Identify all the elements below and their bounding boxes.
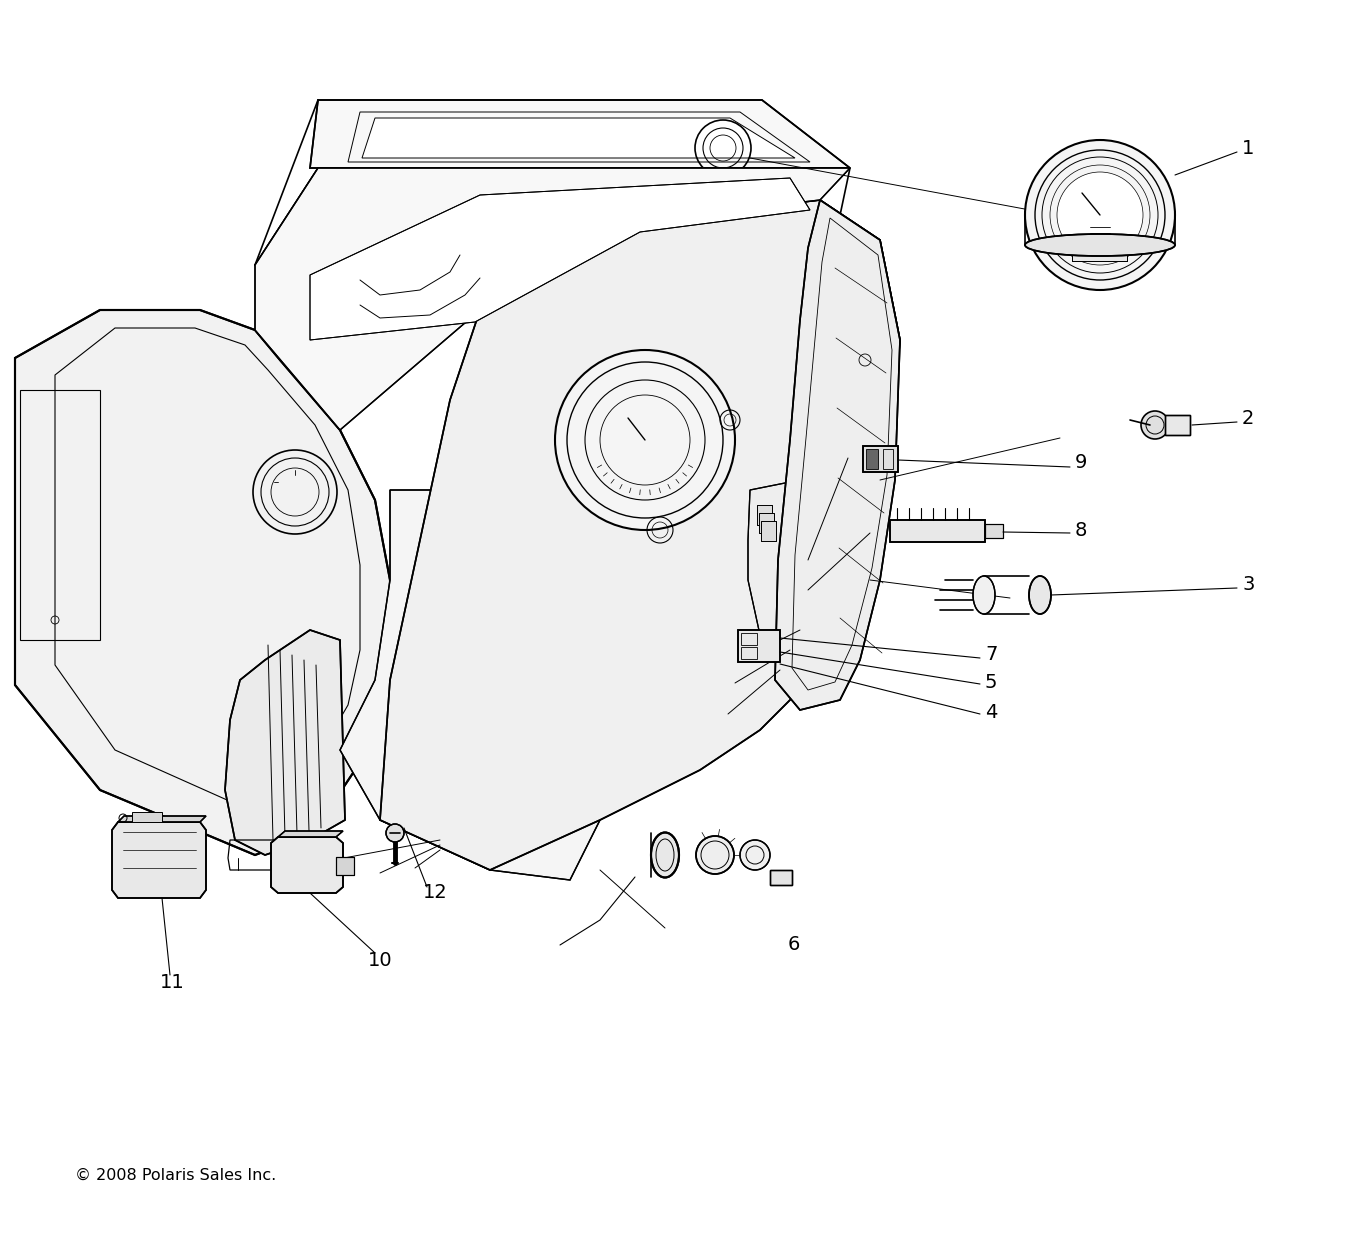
Bar [759, 512, 774, 533]
Circle shape [555, 350, 735, 530]
Bar [1165, 414, 1190, 435]
Bar [770, 870, 792, 885]
Text: 1: 1 [1242, 138, 1254, 157]
Polygon shape [255, 168, 850, 430]
Circle shape [386, 824, 404, 842]
Circle shape [1025, 139, 1175, 290]
Ellipse shape [1029, 577, 1051, 614]
Bar [863, 446, 898, 472]
Text: 3: 3 [1242, 575, 1254, 594]
Circle shape [1142, 411, 1169, 440]
Text: 7: 7 [985, 646, 997, 664]
Ellipse shape [696, 836, 734, 874]
Bar [884, 448, 893, 468]
Text: © 2008 Polaris Sales Inc.: © 2008 Polaris Sales Inc. [76, 1168, 276, 1182]
Bar [761, 521, 775, 541]
Ellipse shape [651, 833, 680, 878]
Polygon shape [775, 200, 900, 710]
Ellipse shape [1025, 234, 1175, 256]
Polygon shape [278, 831, 343, 836]
Bar [770, 870, 792, 885]
Text: 2: 2 [1242, 408, 1254, 427]
Polygon shape [309, 100, 850, 168]
Bar [740, 647, 757, 659]
Polygon shape [340, 490, 600, 880]
Polygon shape [112, 821, 205, 898]
Ellipse shape [740, 840, 770, 870]
Text: 8: 8 [1075, 520, 1088, 540]
Circle shape [1056, 172, 1143, 257]
Polygon shape [748, 480, 811, 636]
Ellipse shape [973, 577, 994, 614]
Bar [757, 505, 771, 525]
Text: 6: 6 [788, 936, 800, 955]
Bar [757, 505, 771, 525]
Bar [985, 524, 1002, 538]
Bar [738, 631, 780, 662]
Bar [1071, 242, 1127, 261]
Bar [740, 633, 757, 646]
Bar [759, 512, 774, 533]
Bar [336, 857, 354, 875]
Bar [738, 631, 780, 662]
Polygon shape [272, 836, 343, 893]
Bar [761, 521, 775, 541]
Bar [336, 857, 354, 875]
Bar [890, 520, 985, 543]
Text: 4: 4 [985, 702, 997, 721]
Polygon shape [362, 118, 794, 158]
Polygon shape [118, 816, 205, 821]
Text: 9: 9 [1075, 453, 1088, 472]
Bar [1165, 414, 1190, 435]
Polygon shape [226, 631, 345, 855]
Polygon shape [15, 310, 390, 855]
Bar [863, 446, 898, 472]
Text: 11: 11 [159, 972, 185, 991]
Polygon shape [380, 200, 900, 870]
Bar [1071, 242, 1127, 261]
Text: 5: 5 [985, 672, 997, 692]
Text: 10: 10 [367, 951, 393, 970]
Bar [866, 448, 878, 468]
Polygon shape [309, 178, 811, 340]
Bar [132, 811, 162, 821]
Text: 12: 12 [423, 883, 447, 903]
Bar [890, 520, 985, 543]
Bar [985, 524, 1002, 538]
